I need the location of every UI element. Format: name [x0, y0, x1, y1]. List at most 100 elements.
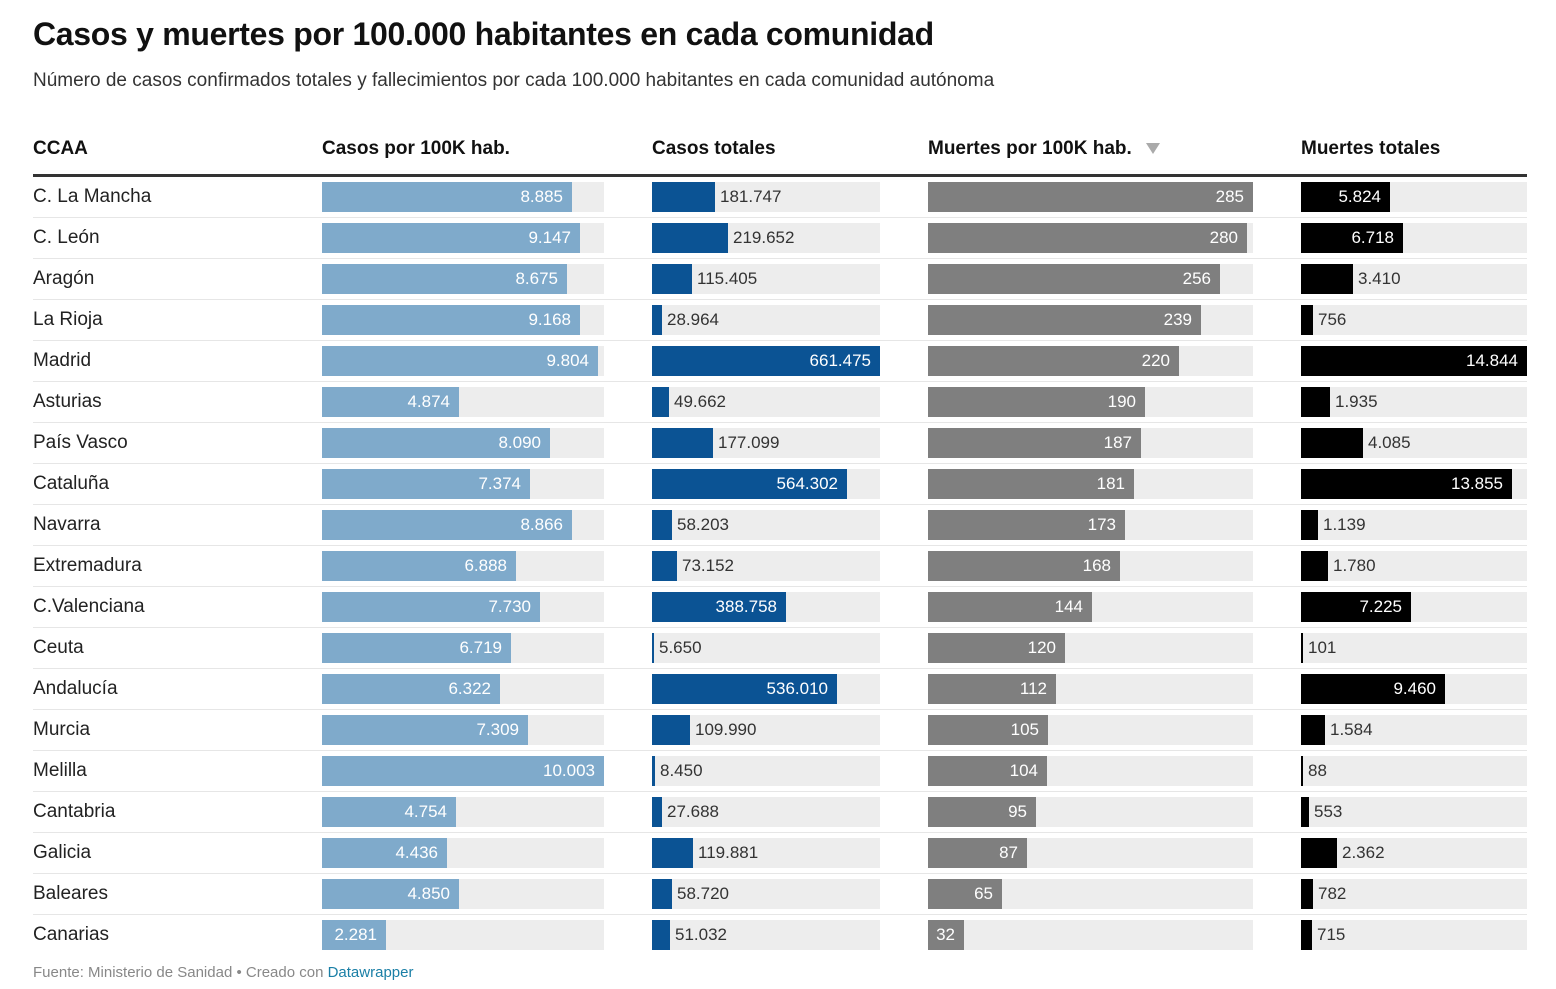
value-label-muertes: 3.410	[1358, 269, 1401, 288]
bar-track-casos100k: 6.719	[322, 633, 604, 663]
value-label-muertes100k: 120	[1027, 638, 1056, 657]
row-label: Murcia	[33, 719, 91, 740]
column-header-ccaa[interactable]: CCAA	[33, 138, 88, 159]
bar-track-casos: 115.405	[652, 264, 880, 294]
bar-muertes100k	[928, 387, 1145, 417]
bar-track-muertes100k: 95	[928, 797, 1253, 827]
bar-track-casos: 8.450	[652, 756, 880, 786]
bar-casos100k	[322, 674, 500, 704]
value-label-casos: 5.650	[659, 638, 702, 657]
bar-muertes100k	[928, 223, 1247, 253]
value-label-muertes: 14.844	[1466, 351, 1518, 370]
bar-casos	[652, 756, 655, 786]
bar-track-muertes: 553	[1301, 797, 1527, 827]
table-row: Aragón 8.675 115.405 256 3.410	[33, 259, 1527, 300]
value-label-casos100k: 4.850	[407, 884, 450, 903]
bar-muertes100k	[928, 838, 1027, 868]
bar-track-casos: 536.010	[652, 674, 880, 704]
value-label-muertes: 88	[1308, 761, 1327, 780]
row-label: País Vasco	[33, 432, 128, 453]
bar-casos100k	[322, 428, 550, 458]
bar-track-casos100k: 7.309	[322, 715, 604, 745]
bar-muertes	[1301, 715, 1325, 745]
triangle-down-icon[interactable]	[1145, 143, 1160, 155]
bar-track-muertes: 9.460	[1301, 674, 1527, 704]
bar-casos	[652, 674, 837, 704]
value-label-muertes: 1.780	[1333, 556, 1376, 575]
value-label-muertes: 7.225	[1359, 597, 1402, 616]
row-label: Andalucía	[33, 678, 118, 699]
bar-track-muertes: 715	[1301, 920, 1527, 950]
value-label-casos: 564.302	[776, 474, 838, 493]
column-header-casos-totales[interactable]: Casos totales	[652, 138, 776, 159]
bar-muertes100k	[928, 428, 1141, 458]
table-row: Asturias 4.874 49.662 190 1.935	[33, 382, 1527, 423]
table-row: Murcia 7.309 109.990 105 1.584	[33, 710, 1527, 751]
bar-casos100k	[322, 223, 580, 253]
bar-track-muertes: 3.410	[1301, 264, 1527, 294]
value-label-casos100k: 8.866	[520, 515, 563, 534]
value-label-casos: 28.964	[667, 310, 719, 329]
bar-track-muertes100k: 285	[928, 182, 1253, 212]
bar-track-casos100k: 9.147	[322, 223, 604, 253]
bar-track-casos100k: 4.754	[322, 797, 604, 827]
bar-track-casos100k: 2.281	[322, 920, 604, 950]
column-header-muertes-totales[interactable]: Muertes totales	[1301, 138, 1441, 159]
bar-casos	[652, 182, 715, 212]
bar-track-muertes: 6.718	[1301, 223, 1527, 253]
value-label-casos100k: 8.090	[498, 433, 541, 452]
bar-muertes100k	[928, 879, 1002, 909]
row-label: Extremadura	[33, 555, 142, 576]
row-label: Cataluña	[33, 473, 110, 494]
value-label-muertes: 782	[1318, 884, 1347, 903]
value-label-casos: 8.450	[660, 761, 703, 780]
bar-muertes	[1301, 592, 1411, 622]
bar-casos	[652, 346, 880, 376]
value-label-muertes: 2.362	[1342, 843, 1385, 862]
value-label-casos: 388.758	[715, 597, 777, 616]
table-row: Baleares 4.850 58.720 65 782	[33, 874, 1527, 915]
value-label-muertes100k: 168	[1082, 556, 1111, 575]
bar-muertes	[1301, 305, 1313, 335]
table-row: La Rioja 9.168 28.964 239 756	[33, 300, 1527, 341]
bar-track-casos100k: 10.003	[322, 756, 604, 786]
bar-muertes100k	[928, 469, 1134, 499]
column-header-casos-100k[interactable]: Casos por 100K hab.	[322, 138, 510, 159]
column-header-muertes-100k[interactable]: Muertes por 100K hab.	[928, 138, 1160, 160]
bar-muertes100k	[928, 920, 964, 950]
table-row: Cantabria 4.754 27.688 95 553	[33, 792, 1527, 833]
bar-track-casos: 49.662	[652, 387, 880, 417]
bar-muertes100k	[928, 264, 1220, 294]
value-label-casos100k: 6.322	[448, 679, 491, 698]
bar-track-muertes100k: 112	[928, 674, 1253, 704]
column-header-muertes-100k-label: Muertes por 100K hab.	[928, 138, 1132, 159]
bar-track-casos: 181.747	[652, 182, 880, 212]
table-row: Madrid 9.804 661.475 220 14.844	[33, 341, 1527, 382]
bar-track-muertes: 1.584	[1301, 715, 1527, 745]
bar-track-muertes100k: 104	[928, 756, 1253, 786]
bar-track-casos: 5.650	[652, 633, 880, 663]
bar-track-casos100k: 4.436	[322, 838, 604, 868]
bar-casos	[652, 879, 672, 909]
bar-casos100k	[322, 633, 511, 663]
bar-casos100k	[322, 510, 572, 540]
bar-track-casos100k: 4.874	[322, 387, 604, 417]
value-label-casos100k: 4.874	[407, 392, 450, 411]
value-label-muertes: 715	[1317, 925, 1346, 944]
value-label-casos: 115.405	[697, 269, 758, 288]
value-label-casos: 58.720	[677, 884, 729, 903]
row-label: C. La Mancha	[33, 186, 152, 207]
bar-track-muertes100k: 181	[928, 469, 1253, 499]
bar-casos	[652, 510, 672, 540]
footer-source: Fuente: Ministerio de Sanidad • Creado c…	[33, 964, 328, 981]
value-label-muertes100k: 190	[1107, 392, 1136, 411]
datawrapper-link[interactable]: Datawrapper	[327, 964, 414, 981]
value-label-casos100k: 7.730	[488, 597, 531, 616]
bar-muertes	[1301, 756, 1303, 786]
bar-track-casos: 564.302	[652, 469, 880, 499]
bar-track-muertes: 5.824	[1301, 182, 1527, 212]
table-row: C.Valenciana 7.730 388.758 144 7.225	[33, 587, 1527, 628]
bar-muertes	[1301, 346, 1527, 376]
bar-muertes	[1301, 797, 1309, 827]
table-row: Extremadura 6.888 73.152 168 1.780	[33, 546, 1527, 587]
